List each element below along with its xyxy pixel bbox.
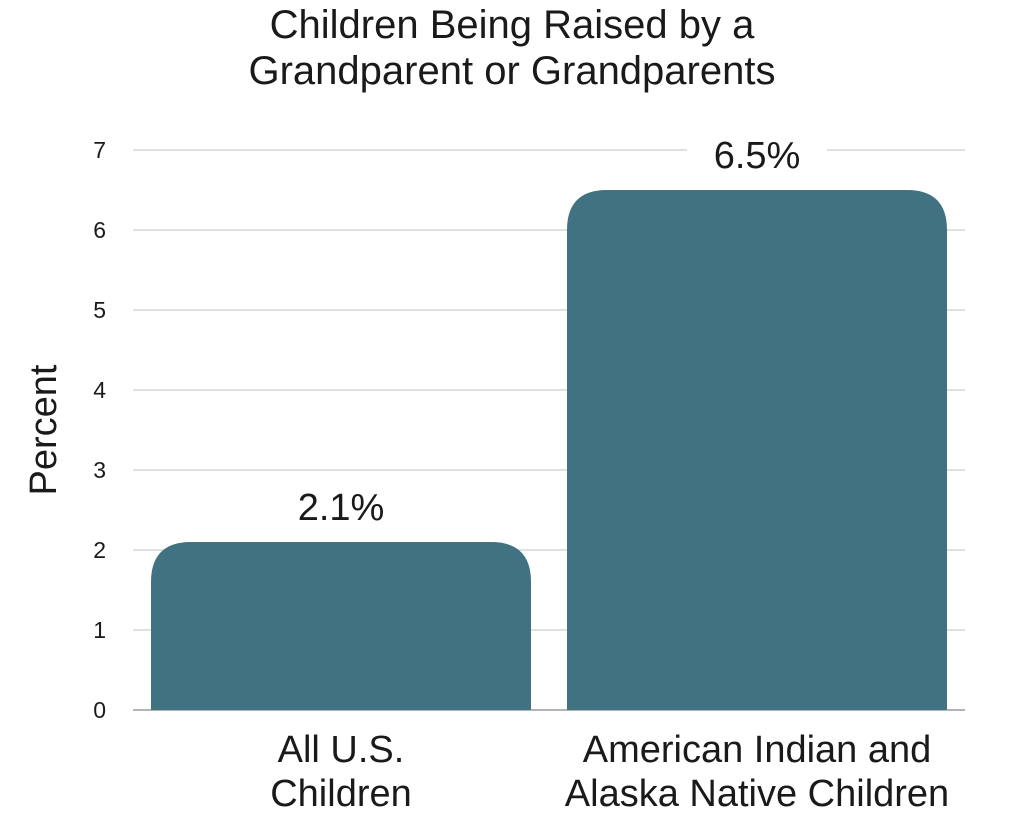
y-tick-label-5: 5 [93,297,106,323]
bar-2 [567,190,947,710]
y-axis-ticks: 0 1 2 3 4 5 6 7 [93,137,106,723]
bar-1 [151,542,531,710]
y-tick-label-0: 0 [93,697,106,723]
y-axis-title: Percent [23,364,65,495]
x-axis-category-labels: All U.S.Children American Indian andAlask… [270,729,949,815]
y-tick-label-7: 7 [93,137,106,163]
y-tick-label-4: 4 [93,377,106,403]
category-label-2-line-1: American Indian and [583,729,932,771]
y-tick-label-3: 3 [93,457,106,483]
data-label-1: 2.1% [298,487,385,529]
data-label-backing-1 [271,486,411,530]
y-tick-label-2: 2 [93,537,106,563]
category-label-1-line-2: Children [270,773,412,815]
bars [151,190,947,710]
category-label-1-line-1: All U.S. [278,729,405,771]
category-label-2-line-2: Alaska Native Children [565,773,949,815]
chart-title-line-2: Grandparent or Grandparents [249,49,776,93]
data-labels: 2.1% 6.5% [271,134,827,530]
y-tick-label-1: 1 [93,617,106,643]
chart-title: Children Being Raised by a Grandparent o… [249,3,776,93]
data-label-2: 6.5% [714,135,801,177]
chart-title-line-1: Children Being Raised by a [270,3,755,47]
data-label-backing-2 [687,134,827,178]
y-tick-label-6: 6 [93,217,106,243]
